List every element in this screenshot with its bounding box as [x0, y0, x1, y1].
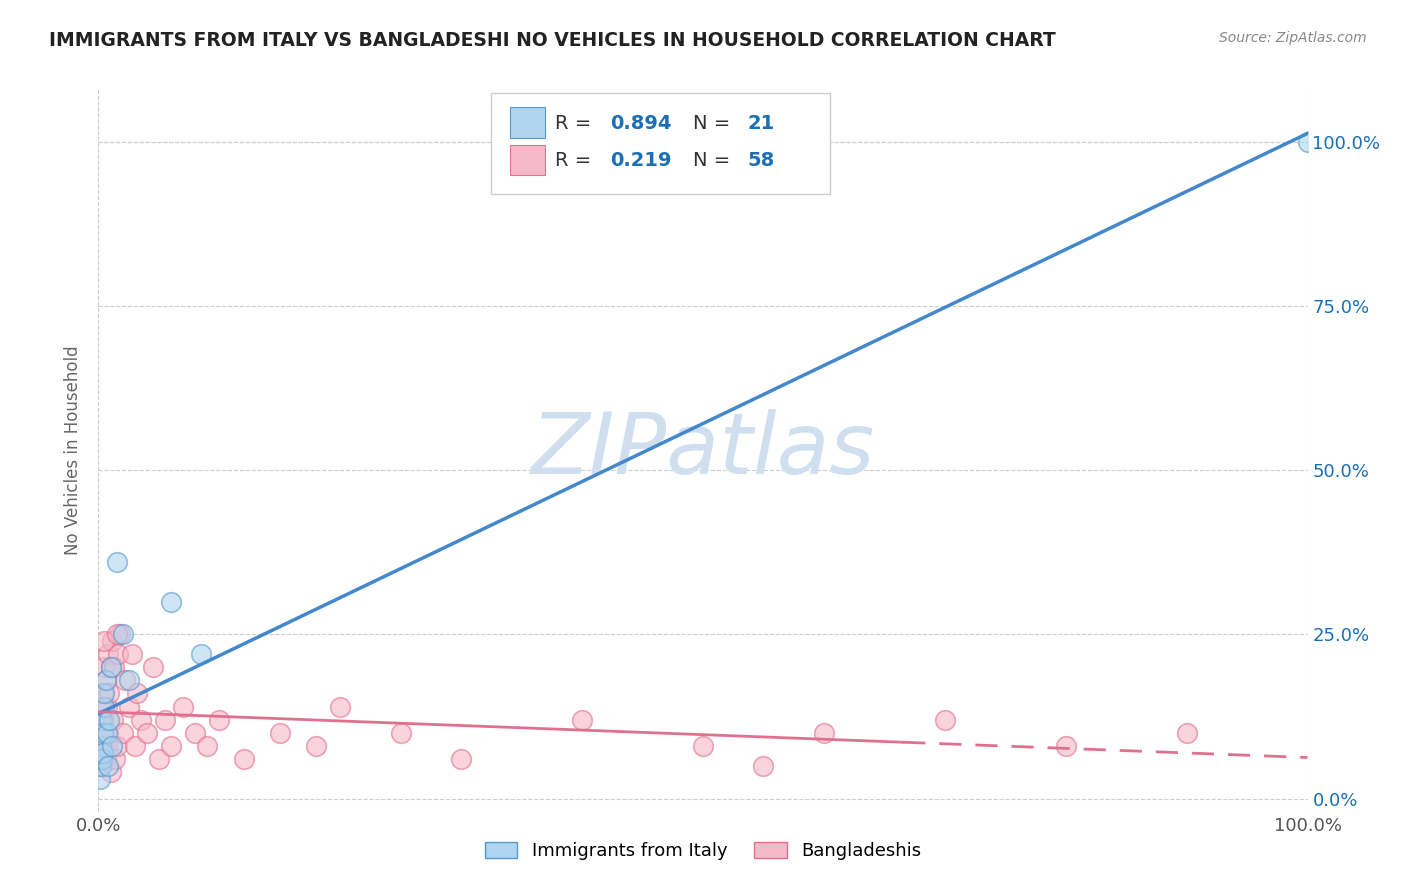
- Point: [96, 739, 118, 753]
- Point: [100, 660, 122, 674]
- Point: [90, 739, 112, 753]
- Point: [111, 726, 134, 740]
- Point: [91, 726, 114, 740]
- Point: [100, 634, 122, 648]
- Point: [91, 726, 114, 740]
- Text: N =: N =: [693, 113, 731, 133]
- Point: [135, 726, 157, 740]
- Point: [114, 673, 136, 688]
- Point: [105, 739, 128, 753]
- Text: 0.219: 0.219: [610, 151, 672, 169]
- Point: [160, 739, 183, 753]
- Point: [142, 660, 165, 674]
- Point: [129, 713, 152, 727]
- Point: [1175, 726, 1198, 740]
- Point: [91, 739, 114, 753]
- Point: [1054, 739, 1077, 753]
- Point: [111, 627, 134, 641]
- Point: [91, 699, 114, 714]
- FancyBboxPatch shape: [492, 93, 830, 194]
- Point: [98, 686, 121, 700]
- Legend: Immigrants from Italy, Bangladeshis: Immigrants from Italy, Bangladeshis: [478, 835, 928, 868]
- Point: [934, 713, 956, 727]
- Point: [118, 699, 141, 714]
- Point: [91, 752, 114, 766]
- Point: [752, 758, 775, 772]
- Point: [100, 739, 122, 753]
- Point: [1296, 135, 1319, 149]
- Point: [127, 686, 149, 700]
- Point: [571, 713, 593, 727]
- Point: [101, 713, 124, 727]
- Point: [172, 699, 194, 714]
- Point: [96, 726, 118, 740]
- Point: [98, 713, 121, 727]
- Point: [97, 726, 120, 740]
- Point: [104, 752, 127, 766]
- Point: [93, 686, 115, 700]
- Point: [108, 627, 131, 641]
- Point: [269, 726, 291, 740]
- Text: R =: R =: [555, 113, 592, 133]
- Point: [94, 673, 117, 688]
- Point: [100, 765, 122, 780]
- Point: [89, 758, 111, 772]
- Point: [389, 726, 412, 740]
- Point: [94, 673, 117, 688]
- Point: [813, 726, 835, 740]
- Text: Source: ZipAtlas.com: Source: ZipAtlas.com: [1219, 31, 1367, 45]
- Point: [97, 758, 120, 772]
- Point: [184, 726, 207, 740]
- Text: 21: 21: [748, 113, 775, 133]
- Point: [195, 739, 218, 753]
- Point: [232, 752, 254, 766]
- Point: [105, 627, 128, 641]
- Point: [97, 647, 120, 661]
- Point: [93, 634, 115, 648]
- Point: [100, 660, 122, 674]
- Point: [91, 686, 114, 700]
- Point: [93, 699, 115, 714]
- Point: [329, 699, 352, 714]
- Point: [93, 660, 115, 674]
- Point: [89, 739, 111, 753]
- Text: IMMIGRANTS FROM ITALY VS BANGLADESHI NO VEHICLES IN HOUSEHOLD CORRELATION CHART: IMMIGRANTS FROM ITALY VS BANGLADESHI NO …: [49, 31, 1056, 50]
- Point: [91, 752, 114, 766]
- Text: ZIPatlas: ZIPatlas: [531, 409, 875, 492]
- Point: [153, 713, 176, 727]
- Point: [118, 673, 141, 688]
- Point: [124, 739, 146, 753]
- Point: [208, 713, 231, 727]
- Point: [107, 647, 129, 661]
- Text: N =: N =: [693, 151, 731, 169]
- Point: [91, 746, 114, 760]
- Point: [89, 772, 111, 786]
- Point: [90, 752, 112, 766]
- Point: [96, 699, 118, 714]
- FancyBboxPatch shape: [509, 145, 544, 175]
- Point: [105, 555, 128, 569]
- Text: 58: 58: [748, 151, 775, 169]
- Point: [90, 713, 112, 727]
- FancyBboxPatch shape: [509, 107, 544, 137]
- Point: [160, 594, 183, 608]
- Point: [450, 752, 472, 766]
- Point: [190, 647, 212, 661]
- Point: [121, 647, 143, 661]
- Point: [148, 752, 170, 766]
- Point: [91, 713, 114, 727]
- Y-axis label: No Vehicles in Household: No Vehicles in Household: [65, 345, 83, 556]
- Point: [692, 739, 714, 753]
- Point: [103, 660, 125, 674]
- Text: R =: R =: [555, 151, 592, 169]
- Point: [305, 739, 328, 753]
- Point: [90, 758, 112, 772]
- Point: [93, 713, 115, 727]
- Text: 0.894: 0.894: [610, 113, 672, 133]
- Point: [94, 752, 117, 766]
